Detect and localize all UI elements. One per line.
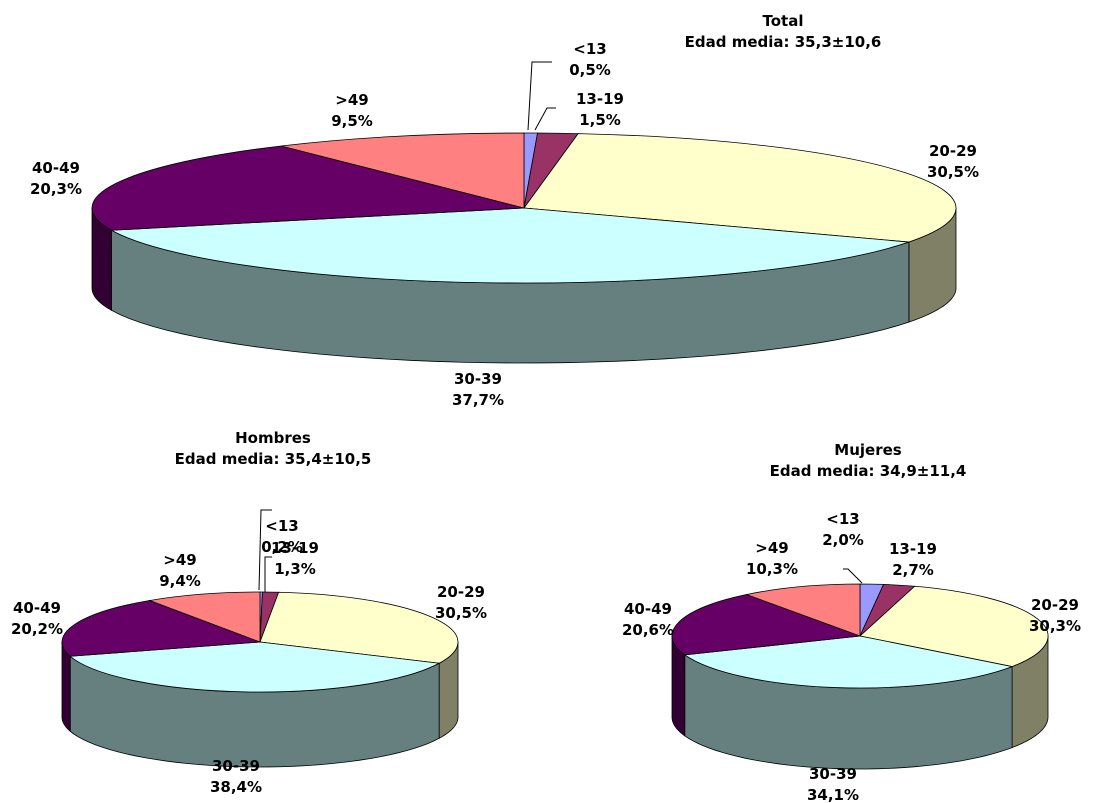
data-label-category: 20-29 <box>929 142 977 160</box>
data-label-category: 13-19 <box>576 90 624 108</box>
data-label-20-29: 20-29 30,3% <box>1029 596 1081 635</box>
data-label-20-29: 20-29 30,5% <box>927 142 979 181</box>
pie-slice-20-29 <box>859 585 1049 667</box>
data-label-category: >49 <box>163 551 196 569</box>
data-label-gt49: >49 10,3% <box>746 539 798 578</box>
pie-chart-total: Total Edad media: 35,3±10,6 <13 0,5% 13-19 1,… <box>30 12 979 409</box>
data-label-category: <13 <box>826 510 859 528</box>
data-label-30-39: 30-39 37,7% <box>452 370 504 409</box>
data-label-percent: 1,3% <box>274 560 316 578</box>
data-label-lt13: <13 0,2% <box>261 517 303 556</box>
data-label-category: 40-49 <box>624 600 672 618</box>
data-label-category: 30-39 <box>809 765 857 783</box>
data-label-40-49: 40-49 20,2% <box>11 599 63 638</box>
data-label-lt13: <13 2,0% <box>822 510 864 549</box>
data-label-percent: 20,2% <box>11 620 63 638</box>
chart-title: Hombres <box>235 429 311 447</box>
data-label-percent: 34,1% <box>807 786 859 803</box>
data-label-category: 30-39 <box>454 370 502 388</box>
pie-slice-30-39 <box>69 641 441 693</box>
data-label-40-49: 40-49 20,6% <box>622 600 674 639</box>
data-label-percent: 20,6% <box>622 621 674 639</box>
data-label-30-39: 30-39 38,4% <box>210 757 262 796</box>
pie-slice-30-39 <box>683 635 1014 689</box>
data-label-percent: 30,3% <box>1029 617 1081 635</box>
data-label-percent: 38,4% <box>210 778 262 796</box>
pie-chart-mujeres: Mujeres Edad media: 34,9±11,4 <13 2,0% 13-19… <box>622 441 1081 803</box>
data-label-percent: 9,4% <box>159 572 201 590</box>
data-label-percent: 2,0% <box>822 531 864 549</box>
data-label-category: 20-29 <box>437 583 485 601</box>
data-label-percent: 9,5% <box>331 112 373 130</box>
data-label-percent: 30,5% <box>435 604 487 622</box>
data-label-40-49: 40-49 20,3% <box>30 159 82 198</box>
data-label-percent: 37,7% <box>452 391 504 409</box>
data-label-category: 40-49 <box>13 599 61 617</box>
leader-line-lt13 <box>527 61 552 131</box>
pie-slice-40-49 <box>671 594 861 656</box>
pie-slice-40-49 <box>91 145 525 231</box>
data-label-30-39: 30-39 34,1% <box>807 765 859 803</box>
data-label-percent: 2,7% <box>892 561 934 579</box>
pie-slice-gt49 <box>148 591 261 643</box>
data-label-category: >49 <box>335 91 368 109</box>
data-label-category: <13 <box>265 517 298 535</box>
data-label-category: <13 <box>573 40 606 58</box>
chart-title: Mujeres <box>834 441 901 459</box>
chart-subtitle: Edad media: 35,3±10,6 <box>685 33 882 51</box>
data-label-20-29: 20-29 30,5% <box>435 583 487 622</box>
data-label-percent: 10,3% <box>746 560 798 578</box>
pie-chart-hombres: Hombres Edad media: 35,4±10,5 <13 0,2%13-19… <box>11 429 487 796</box>
data-label-percent: 0,2% <box>261 538 303 556</box>
leader-line-lt13 <box>258 509 272 591</box>
pie-slice-40-49 <box>61 600 261 657</box>
data-label-13-19: 13-19 1,3% <box>271 539 319 578</box>
leader-line-13-19 <box>534 107 556 131</box>
data-label-percent: 30,5% <box>927 163 979 181</box>
data-label-category: 40-49 <box>32 159 80 177</box>
data-label-gt49: >49 9,5% <box>331 91 373 130</box>
pie-slice-30-39 <box>110 207 910 284</box>
chart-subtitle: Edad media: 34,9±11,4 <box>770 462 967 480</box>
data-label-percent: 20,3% <box>30 180 82 198</box>
data-label-percent: 0,5% <box>569 61 611 79</box>
data-label-13-19: 13-19 1,5% <box>576 90 624 129</box>
pie-slice-20-29 <box>523 133 957 243</box>
data-label-category: 20-29 <box>1031 596 1079 614</box>
chart-title: Total <box>763 12 804 30</box>
data-label-13-19: 13-19 2,7% <box>889 540 937 579</box>
pie-slice-gt49 <box>281 132 525 209</box>
leader-line-13-19 <box>264 556 272 592</box>
data-label-category: 30-39 <box>212 757 260 775</box>
leader-line-lt13 <box>843 568 863 584</box>
data-label-lt13: <13 0,5% <box>569 40 611 79</box>
pie-slice-gt49 <box>745 583 861 637</box>
data-label-category: 13-19 <box>889 540 937 558</box>
data-label-category: >49 <box>755 539 788 557</box>
data-label-category: 13-19 <box>271 539 319 557</box>
data-label-gt49: >49 9,4% <box>159 551 201 590</box>
pie-slice-20-29 <box>259 591 459 664</box>
chart-subtitle: Edad media: 35,4±10,5 <box>175 450 372 468</box>
data-label-percent: 1,5% <box>579 111 621 129</box>
